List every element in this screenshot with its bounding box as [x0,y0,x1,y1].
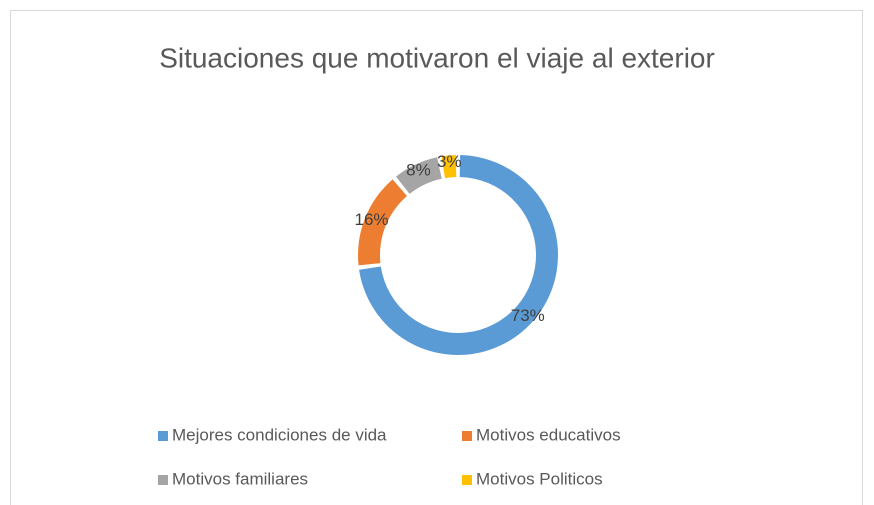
data-label: 3% [437,152,462,171]
legend-label: Mejores condiciones de vida [172,425,387,444]
legend-swatch [462,475,472,485]
data-label: 73% [511,306,545,325]
legend-swatch [462,431,472,441]
data-label: 16% [355,210,389,229]
chart-title: Situaciones que motivaron el viaje al ex… [159,42,715,73]
legend-swatch [158,475,168,485]
legend-swatch [158,431,168,441]
donut-segment [441,155,457,179]
legend-label: Motivos Politicos [476,469,603,488]
legend-label: Motivos familiares [172,469,308,488]
chart-area [10,10,863,505]
data-label: 8% [406,160,431,179]
donut-segment [358,179,407,266]
legend-label: Motivos educativos [476,425,621,444]
donut-segment [395,157,442,194]
